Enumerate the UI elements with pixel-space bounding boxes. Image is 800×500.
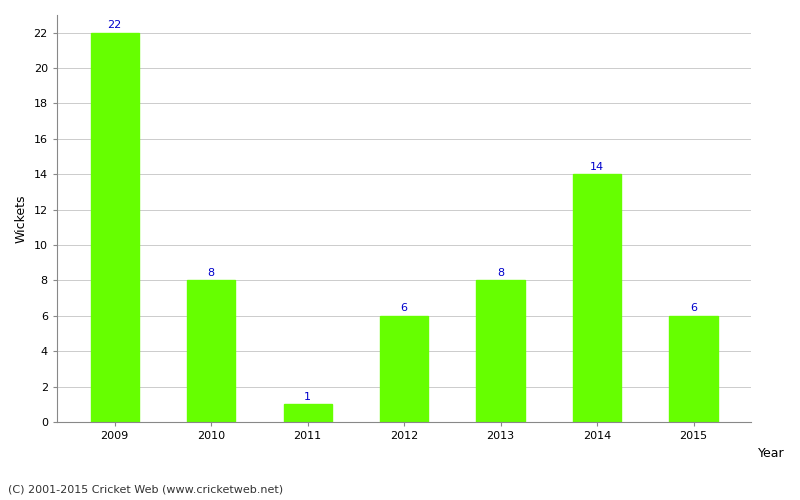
Text: Year: Year bbox=[758, 447, 785, 460]
Bar bbox=[573, 174, 621, 422]
Text: 22: 22 bbox=[107, 20, 122, 30]
Bar bbox=[187, 280, 235, 422]
Bar bbox=[380, 316, 428, 422]
Text: 14: 14 bbox=[590, 162, 604, 172]
Text: 6: 6 bbox=[690, 303, 697, 313]
Bar bbox=[90, 32, 139, 422]
Text: 1: 1 bbox=[304, 392, 311, 402]
Text: 6: 6 bbox=[401, 303, 408, 313]
Text: 8: 8 bbox=[208, 268, 214, 278]
Y-axis label: Wickets: Wickets bbox=[15, 194, 28, 243]
Text: (C) 2001-2015 Cricket Web (www.cricketweb.net): (C) 2001-2015 Cricket Web (www.cricketwe… bbox=[8, 485, 283, 495]
Text: 8: 8 bbox=[497, 268, 504, 278]
Bar bbox=[670, 316, 718, 422]
Bar bbox=[283, 404, 332, 422]
Bar bbox=[477, 280, 525, 422]
